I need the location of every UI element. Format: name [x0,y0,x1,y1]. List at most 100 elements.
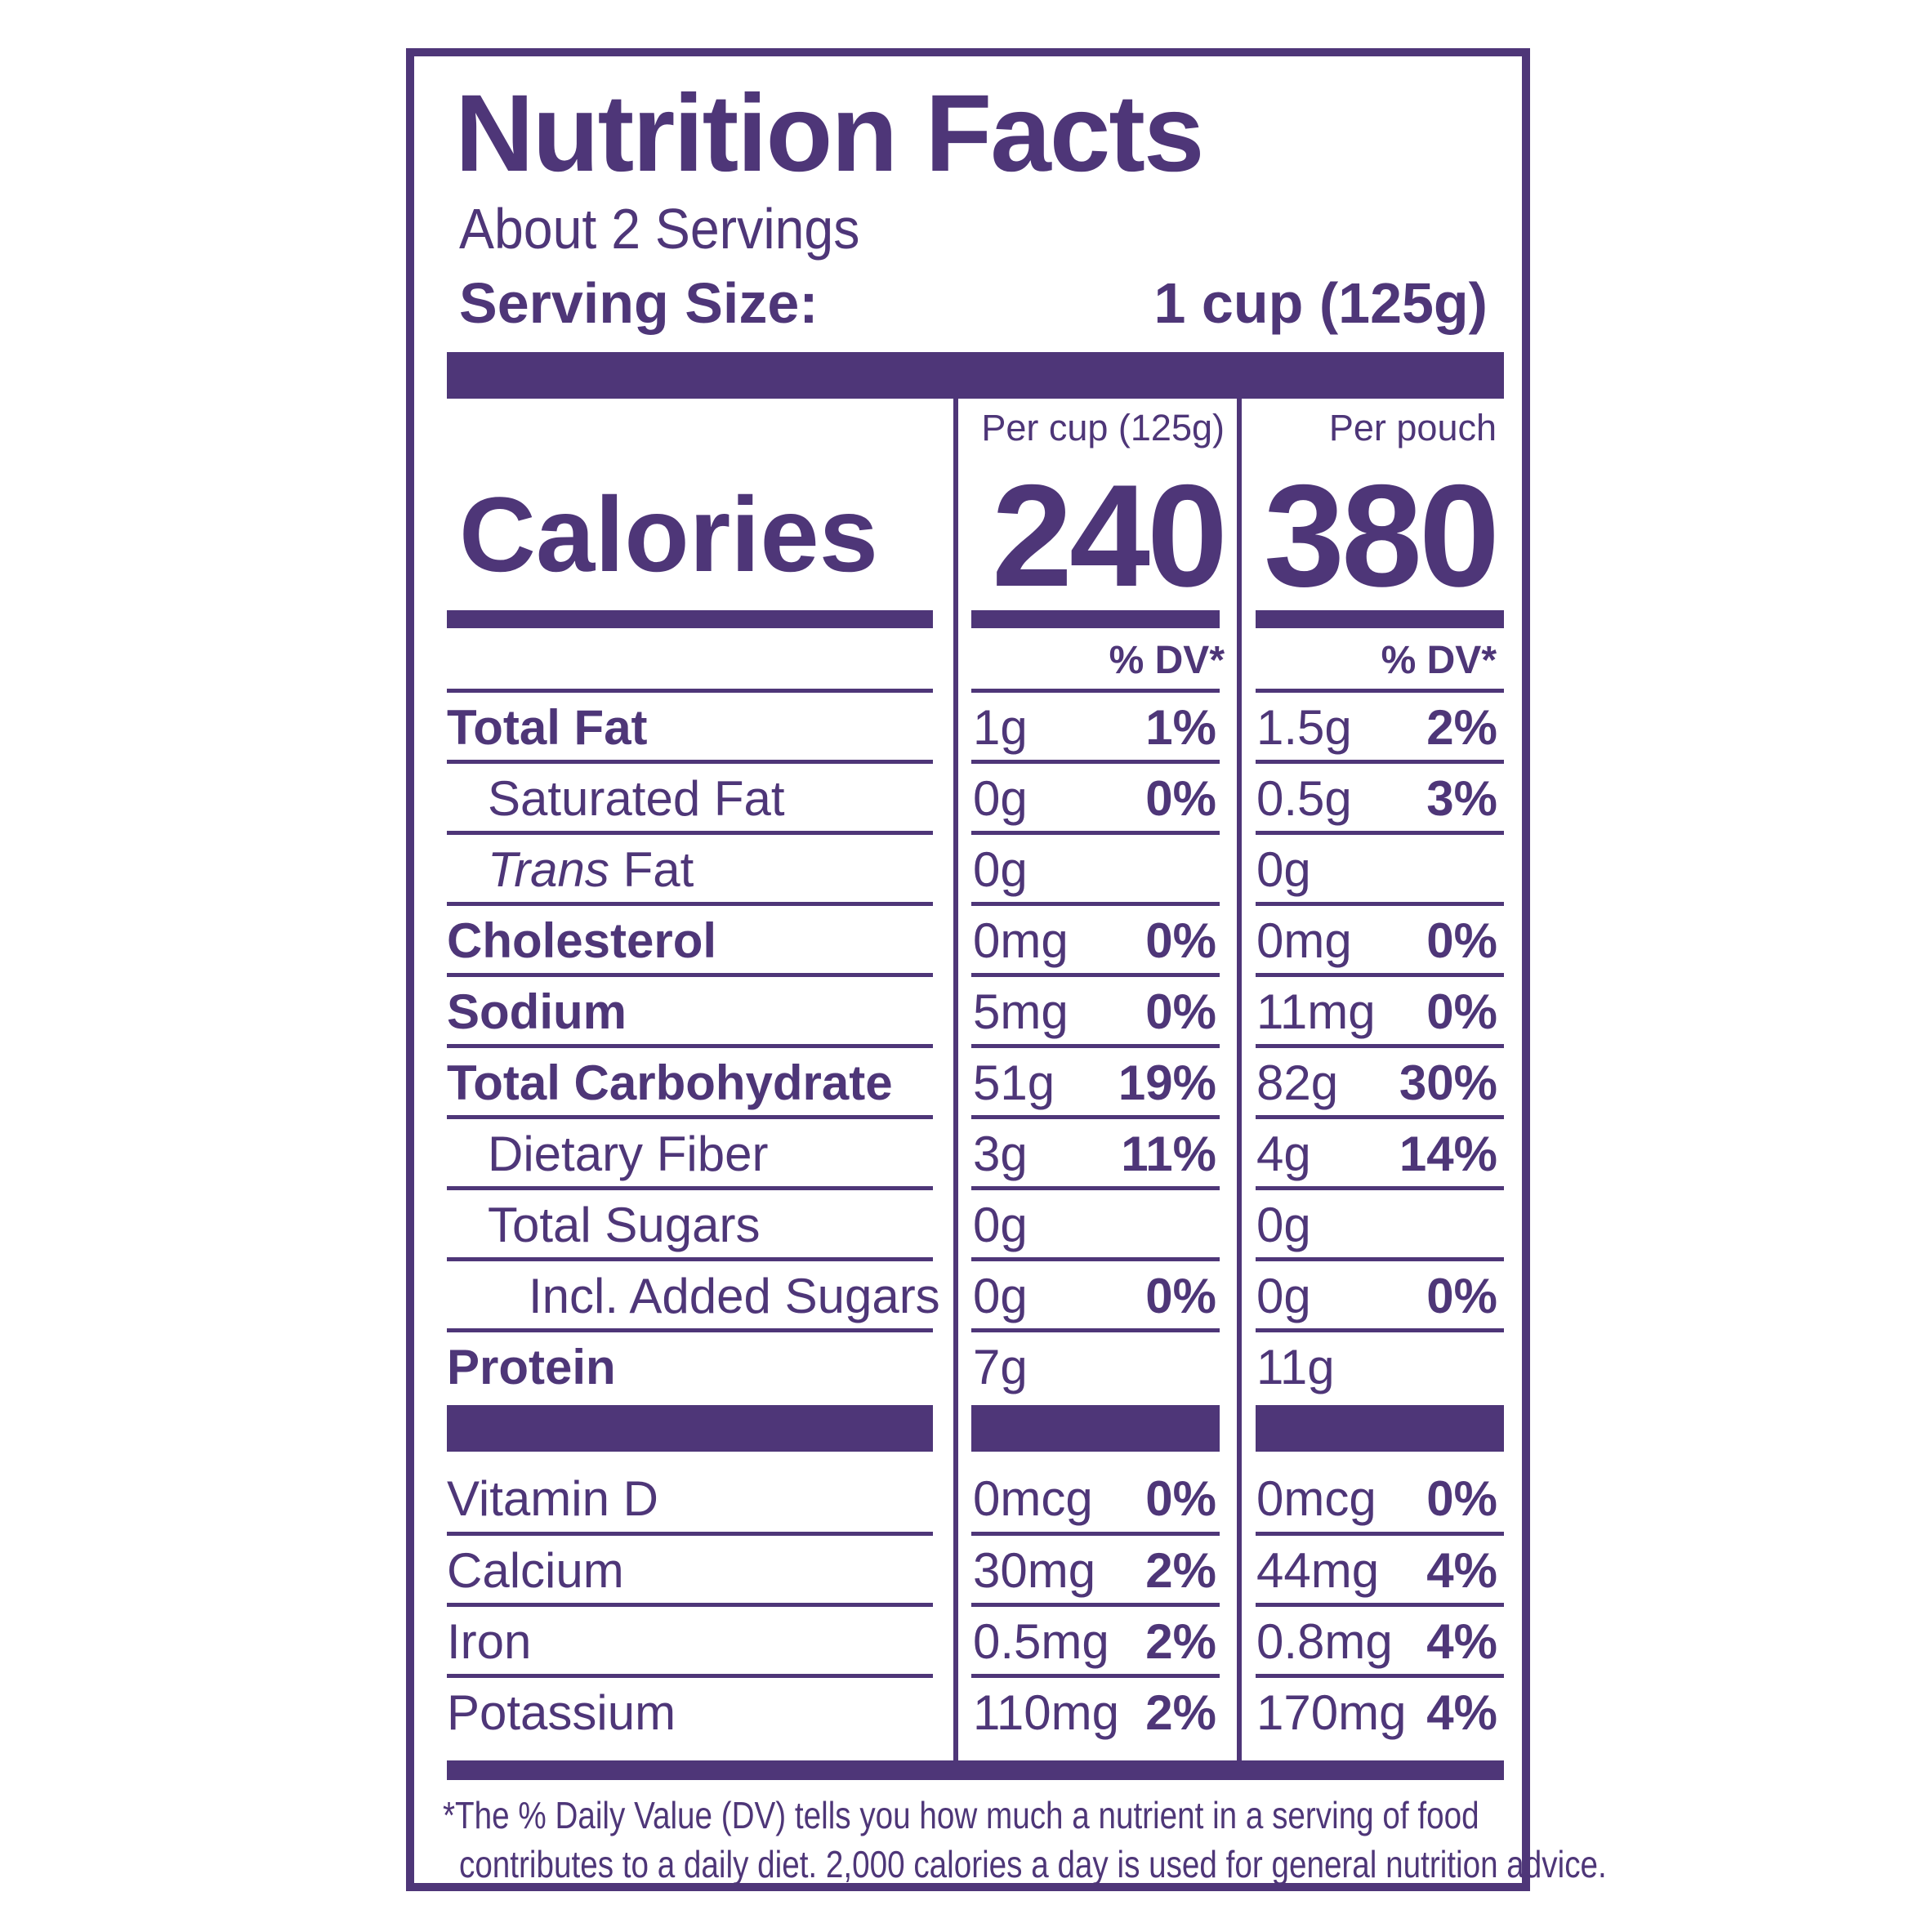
row-divider [971,973,1220,977]
cup-dv: 11% [1121,1127,1216,1181]
row-divider [447,973,933,977]
nutrient-name: Protein [447,1340,616,1394]
servings-per-container: About 2 Servings [459,197,860,261]
cup-amount: 30mg [973,1543,1096,1598]
calories-divider-cup [971,610,1220,628]
pouch-amount: 11g [1256,1340,1335,1394]
nutrient-name: Total Carbohydrate [447,1055,893,1110]
thick-divider-top [447,352,1504,399]
row-divider [1256,1674,1504,1678]
cup-amount: 0.5mg [973,1614,1109,1669]
row-divider [1256,689,1504,693]
row-divider [971,902,1220,906]
cup-amount: 0g [973,1269,1028,1323]
label-title: Nutrition Facts [455,73,1204,194]
thick-divider-middle-name [447,1405,933,1452]
thick-divider-middle-pouch [1256,1405,1504,1452]
bottom-divider [447,1760,1504,1780]
vitamin-name: Calcium [447,1543,624,1598]
row-divider [447,831,933,835]
calories-cup: 240 [992,454,1228,617]
pouch-amount: 0g [1256,1269,1311,1323]
pouch-amount: 44mg [1256,1543,1380,1598]
pouch-dv: 3% [1426,771,1497,826]
row-divider [971,1532,1220,1536]
pouch-dv: 0% [1426,1269,1497,1323]
row-divider [971,831,1220,835]
trans-italic: Trans [488,842,609,897]
cup-dv: 0% [1145,984,1216,1039]
row-divider [1256,1257,1504,1261]
row-divider [971,760,1220,764]
row-divider [447,1186,933,1190]
dv-header-pouch: % DV* [1381,639,1497,682]
column-header-cup: Per cup (125g) [981,407,1225,448]
cup-amount: 0mcg [973,1471,1093,1526]
dv-header-cup: % DV* [1109,639,1225,682]
pouch-amount: 0mcg [1256,1471,1376,1526]
cup-amount: 1g [973,700,1028,755]
row-divider [447,1328,933,1332]
pouch-dv: 4% [1426,1543,1497,1598]
column-divider-left [953,399,958,1760]
footnote-line-2: contributes to a daily diet. 2,000 calor… [459,1843,1607,1885]
pouch-amount: 82g [1256,1055,1339,1110]
pouch-dv: 2% [1426,700,1497,755]
nutrient-name: Total Sugars [488,1198,761,1252]
cup-amount: 3g [973,1127,1028,1181]
pouch-dv: 4% [1426,1614,1497,1669]
cup-amount: 0mg [973,913,1069,968]
cup-dv: 0% [1145,913,1216,968]
calories-divider-pouch [1256,610,1504,628]
calories-label: Calories [459,475,879,594]
row-divider [447,1674,933,1678]
vitamin-name: Vitamin D [447,1471,658,1526]
pouch-amount: 0g [1256,842,1311,897]
cup-amount: 5mg [973,984,1069,1039]
pouch-amount: 0g [1256,1198,1311,1252]
pouch-dv: 0% [1426,1471,1497,1526]
row-divider [971,1044,1220,1048]
row-divider [1256,902,1504,906]
pouch-amount: 11mg [1256,984,1376,1039]
nutrient-name: Trans Fat [488,846,694,895]
nutrient-name: Saturated Fat [488,771,785,826]
row-divider [971,1186,1220,1190]
serving-size-value: 1 cup (125g) [1153,271,1488,335]
row-divider [1256,831,1504,835]
row-divider [971,1674,1220,1678]
nutrient-name: Sodium [447,984,627,1039]
cup-amount: 7g [973,1340,1028,1394]
cup-amount: 0g [973,1198,1028,1252]
cup-dv: 2% [1145,1543,1216,1598]
pouch-dv: 30% [1399,1055,1497,1110]
row-divider [1256,1115,1504,1119]
vitamin-name: Potassium [447,1685,676,1740]
cup-amount: 51g [973,1055,1055,1110]
row-divider [1256,760,1504,764]
cup-dv: 0% [1145,771,1216,826]
column-divider-right [1237,399,1242,1760]
row-divider [447,902,933,906]
row-divider [1256,1532,1504,1536]
pouch-amount: 0.5g [1256,771,1352,826]
row-divider [1256,973,1504,977]
cup-amount: 0g [973,771,1028,826]
pouch-amount: 1.5g [1256,700,1352,755]
row-divider [971,689,1220,693]
nutrient-name: Incl. Added Sugars [529,1269,940,1323]
row-divider [971,1257,1220,1261]
nutrient-name: Total Fat [447,700,648,755]
cup-amount: 110mg [973,1685,1120,1740]
footnote-line-1: *The % Daily Value (DV) tells you how mu… [443,1794,1479,1836]
row-divider [971,1328,1220,1332]
thick-divider-middle-cup [971,1405,1220,1452]
cup-dv: 19% [1118,1055,1216,1110]
row-divider [447,1257,933,1261]
row-divider [1256,1603,1504,1607]
cup-dv: 1% [1145,700,1216,755]
nutrient-name: Cholesterol [447,913,717,968]
calories-divider-name [447,610,933,628]
cup-dv: 2% [1145,1685,1216,1740]
serving-size-label: Serving Size: [459,271,819,335]
